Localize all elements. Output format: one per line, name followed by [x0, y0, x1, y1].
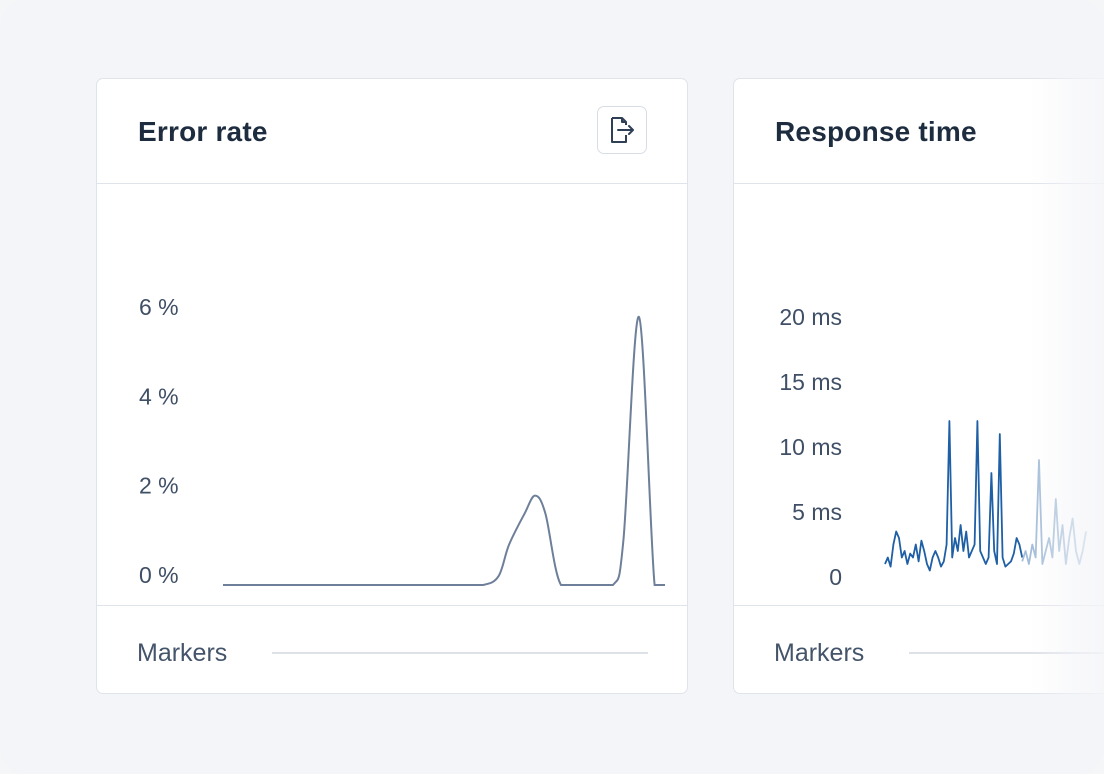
y-tick-label: 4 %: [139, 383, 179, 409]
export-icon: [611, 117, 634, 143]
y-tick-label: 0 %: [139, 562, 179, 588]
markers-footer: Markers: [97, 605, 687, 693]
y-tick-label: 5 ms: [792, 499, 842, 525]
y-tick-label: 2 %: [139, 473, 179, 499]
card-header: Error rate: [97, 79, 687, 184]
card-title: Response time: [775, 116, 977, 147]
card-title: Error rate: [138, 116, 268, 147]
y-tick-label: 20 ms: [779, 304, 842, 330]
markers-track[interactable]: [909, 652, 1104, 654]
error-rate-series: [223, 315, 665, 586]
markers-footer: Markers: [734, 605, 1104, 693]
y-tick-label: 0: [829, 564, 842, 590]
card-header: Response time: [734, 79, 1104, 184]
markers-label: Markers: [137, 639, 228, 667]
y-tick-label: 10 ms: [779, 434, 842, 460]
y-tick-label: 15 ms: [779, 369, 842, 395]
y-tick-label: 6 %: [139, 294, 179, 320]
markers-track[interactable]: [272, 652, 648, 654]
error-rate-plot: 6 %4 %2 %0 %13:0013:3014:00: [139, 294, 665, 588]
error-rate-chart: 6 %4 %2 %0 %13:0013:3014:00: [97, 184, 687, 606]
markers-label: Markers: [774, 639, 865, 667]
response-time-series-faded: [1021, 459, 1087, 565]
response-time-series: [884, 420, 1024, 572]
error-rate-card: Error rate 6 %4 %2 %0 %13:0013:3014:00 M…: [96, 78, 688, 694]
export-button[interactable]: [597, 106, 647, 154]
